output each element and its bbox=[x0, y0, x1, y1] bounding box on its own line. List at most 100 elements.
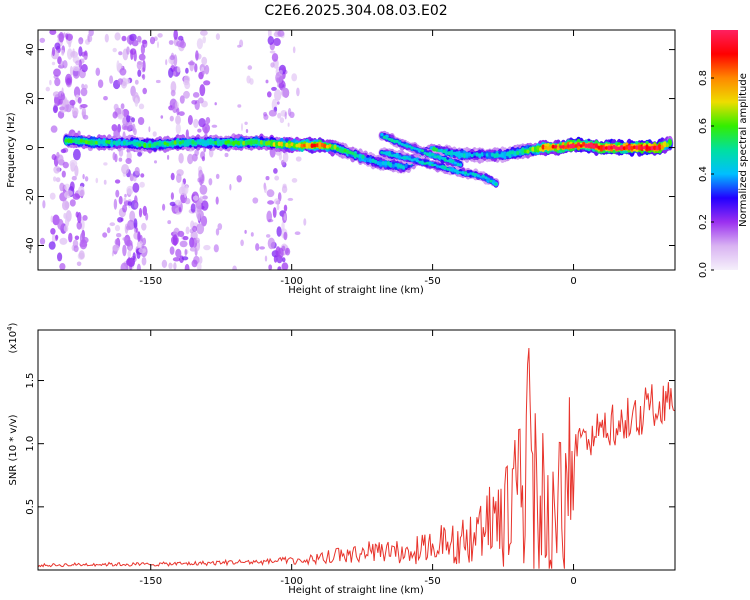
noise-speckle bbox=[73, 148, 81, 161]
snr-scale-base: (x10 bbox=[8, 331, 19, 354]
noise-speckle bbox=[135, 227, 139, 233]
noise-speckle bbox=[203, 80, 211, 86]
noise-speckle bbox=[178, 35, 184, 41]
noise-speckle bbox=[103, 179, 107, 185]
track-blob bbox=[100, 140, 104, 144]
noise-speckle bbox=[138, 103, 145, 110]
noise-speckle bbox=[184, 185, 189, 195]
track-blob bbox=[480, 152, 484, 157]
noise-speckle bbox=[129, 210, 136, 223]
track-blob bbox=[465, 152, 469, 158]
noise-speckle bbox=[199, 256, 203, 264]
branch-track bbox=[378, 147, 500, 188]
noise-speckle bbox=[287, 122, 290, 127]
noise-speckle bbox=[175, 248, 182, 258]
snr-line bbox=[38, 347, 675, 569]
track-blob bbox=[133, 142, 137, 146]
noise-speckle bbox=[125, 225, 131, 231]
noise-speckle bbox=[267, 219, 274, 223]
noise-speckle bbox=[61, 49, 65, 56]
track-blob bbox=[643, 145, 647, 150]
snr-xtick-label: 0 bbox=[570, 576, 576, 587]
noise-speckle bbox=[154, 160, 157, 164]
noise-speckle bbox=[178, 111, 185, 116]
track-blob bbox=[432, 146, 436, 152]
noise-speckle bbox=[109, 75, 114, 84]
noise-speckle bbox=[179, 41, 186, 49]
track-blob bbox=[533, 146, 538, 152]
noise-speckle bbox=[141, 256, 147, 266]
track-blob bbox=[402, 165, 406, 170]
track-blob bbox=[582, 141, 586, 147]
track-blob bbox=[464, 171, 468, 175]
track-blob bbox=[438, 156, 442, 160]
track-blob bbox=[446, 167, 450, 171]
noise-speckle bbox=[138, 247, 147, 254]
track-blob bbox=[400, 156, 404, 159]
noise-speckle bbox=[127, 250, 131, 258]
track-blob bbox=[648, 146, 652, 151]
track-blob bbox=[531, 146, 535, 152]
noise-speckle bbox=[60, 92, 66, 101]
track-blob bbox=[645, 144, 649, 150]
noise-speckle bbox=[155, 79, 161, 84]
noise-speckle bbox=[287, 108, 292, 117]
noise-speckle bbox=[184, 197, 191, 205]
noise-speckle bbox=[126, 185, 134, 195]
track-blob bbox=[587, 143, 591, 149]
noise-speckle bbox=[112, 47, 117, 53]
noise-speckle bbox=[87, 35, 93, 43]
track-blob bbox=[476, 174, 480, 178]
noise-speckle bbox=[53, 165, 61, 174]
spectrogram-ytick-label: 20 bbox=[25, 92, 36, 105]
track-blob bbox=[387, 137, 392, 141]
noise-speckle bbox=[244, 229, 247, 234]
track-blob bbox=[158, 142, 162, 146]
track-blob bbox=[508, 151, 512, 155]
track-blob bbox=[460, 152, 464, 158]
snr-scale-close: ) bbox=[8, 322, 19, 326]
noise-speckle bbox=[50, 228, 56, 235]
noise-speckle bbox=[229, 183, 232, 191]
track-blob bbox=[549, 146, 553, 150]
noise-speckle bbox=[199, 184, 208, 195]
track-blob bbox=[84, 140, 89, 145]
track-blob bbox=[445, 151, 449, 155]
track-blob bbox=[395, 139, 399, 143]
noise-speckle bbox=[50, 125, 58, 133]
colorbar: 0.0 0.2 0.4 0.6 0.8 Normalized spectral ampl… bbox=[698, 30, 749, 278]
noise-speckle bbox=[182, 236, 189, 241]
noise-speckle bbox=[54, 42, 61, 50]
track-blob bbox=[493, 153, 497, 159]
noise-speckle bbox=[215, 173, 220, 179]
noise-speckle bbox=[66, 78, 72, 84]
noise-speckle bbox=[136, 263, 141, 270]
noise-speckle bbox=[134, 202, 138, 209]
track-blob bbox=[74, 138, 78, 143]
track-blob bbox=[453, 169, 457, 173]
track-blob bbox=[615, 146, 619, 151]
track-blob bbox=[655, 145, 659, 151]
noise-speckle bbox=[224, 152, 229, 158]
noise-speckle bbox=[59, 263, 66, 270]
noise-speckle bbox=[267, 200, 275, 205]
track-blob bbox=[130, 141, 134, 145]
noise-speckle bbox=[49, 79, 52, 86]
track-blob bbox=[308, 143, 312, 149]
noise-speckle bbox=[188, 61, 195, 66]
track-blob bbox=[145, 143, 149, 149]
track-blob bbox=[204, 140, 208, 145]
noise-speckle bbox=[83, 55, 88, 61]
spectrogram-ytick-label: -40 bbox=[25, 237, 36, 253]
colorbar-gradient bbox=[711, 30, 738, 270]
track-blob bbox=[353, 153, 357, 158]
noise-speckle bbox=[58, 32, 65, 43]
track-blob bbox=[453, 161, 457, 165]
track-blob bbox=[446, 159, 450, 163]
noise-speckle bbox=[132, 182, 140, 193]
noise-speckle bbox=[205, 117, 211, 124]
track-blob bbox=[630, 146, 634, 151]
snr-scale-label: (x104) bbox=[6, 322, 19, 353]
track-blob bbox=[554, 145, 558, 149]
noise-speckle bbox=[123, 197, 127, 202]
